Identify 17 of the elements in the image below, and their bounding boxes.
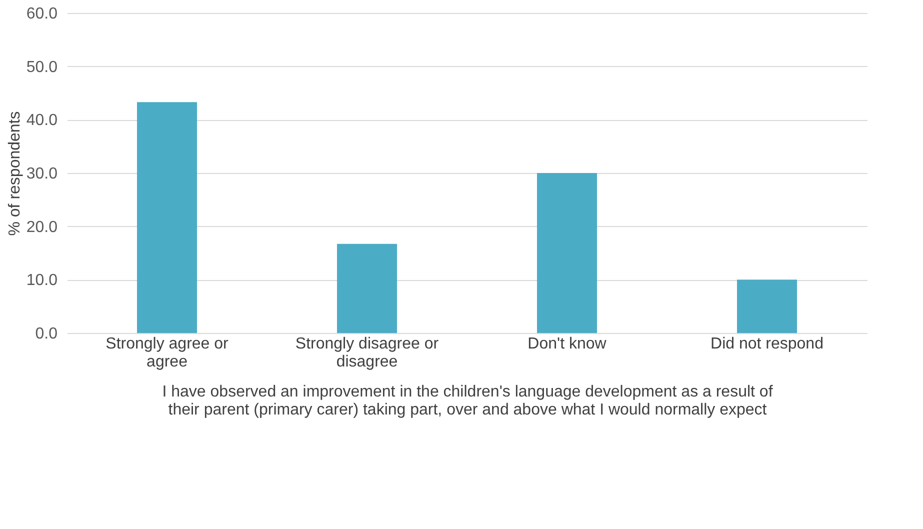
x-axis-title: I have observed an improvement in the children's language development as a result of their parent (primary carer) taking part, over and above what I would normally expect: [162, 384, 774, 418]
y-tick-label: 60.0: [26, 6, 58, 22]
x-tick-label: Strongly disagree or disagree: [295, 336, 440, 370]
x-tick-label: Did not respond: [710, 336, 824, 352]
bar: [337, 244, 397, 333]
y-tick-label: 30.0: [26, 166, 58, 182]
y-tick-label: 40.0: [26, 112, 58, 130]
y-tick-label: 0.0: [35, 326, 58, 342]
y-tick-label: 20.0: [26, 218, 58, 236]
y-tick-label: 50.0: [26, 58, 58, 76]
x-tick-label: Strongly agree or agree: [106, 336, 230, 370]
bar: [137, 102, 197, 333]
y-tick-label: 10.0: [26, 272, 58, 290]
y-axis-title: % of respondents: [6, 111, 24, 236]
x-tick-label: Don't know: [528, 336, 607, 352]
bar: [537, 173, 597, 333]
bar: [737, 280, 797, 333]
